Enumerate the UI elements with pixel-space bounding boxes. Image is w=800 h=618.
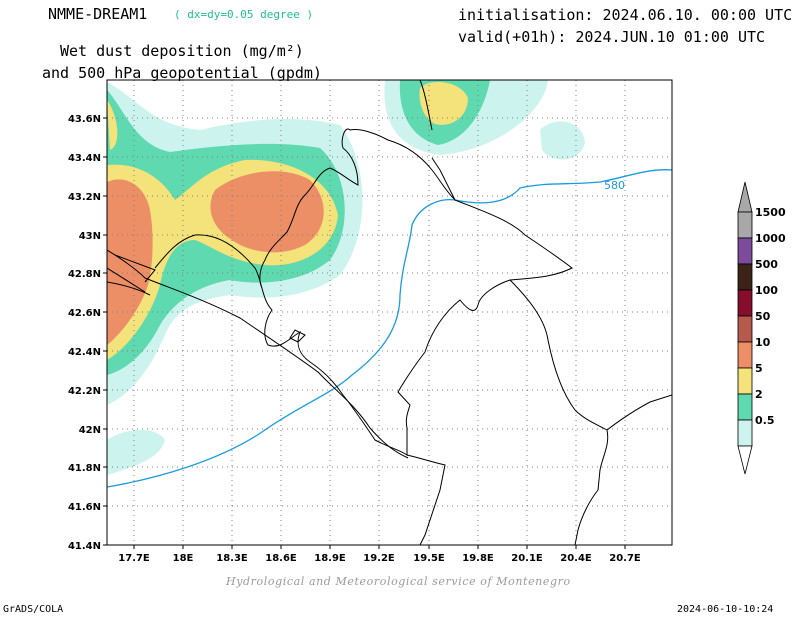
colorbar-bottom-arrow bbox=[737, 445, 753, 475]
geopotential-contour-580 bbox=[107, 169, 672, 488]
colorbar-swatch bbox=[737, 341, 753, 369]
model-resolution: ( dx=dy=0.05 degree ) bbox=[174, 8, 314, 21]
borders-and-coastline bbox=[107, 80, 672, 545]
legend-label: 1000 bbox=[755, 232, 786, 245]
deposition-shading bbox=[107, 80, 585, 475]
valid-time: valid(+01h): 2024.JUN.10 01:00 UTC bbox=[458, 28, 766, 46]
colorbar-top-arrow bbox=[737, 181, 753, 213]
lat-label: 42.8N bbox=[68, 269, 101, 280]
render-timestamp: 2024-06-10-10:24 bbox=[677, 604, 774, 615]
lat-label: 43.4N bbox=[68, 153, 101, 164]
initialisation-time: initialisation: 2024.06.10. 00:00 UTC bbox=[458, 6, 793, 24]
lon-label: 19.8E bbox=[462, 553, 494, 564]
lon-label: 19.5E bbox=[413, 553, 445, 564]
lat-label: 43.2N bbox=[68, 192, 101, 203]
lon-label: 20.1E bbox=[511, 553, 543, 564]
legend-label: 500 bbox=[755, 258, 778, 271]
colorbar-swatch bbox=[737, 419, 753, 447]
credit-line: Hydrological and Meteorological service … bbox=[226, 575, 571, 588]
legend-label: 0.5 bbox=[755, 414, 775, 427]
lat-label: 43.6N bbox=[68, 114, 101, 125]
colorbar-swatch bbox=[737, 211, 753, 239]
colorbar-swatch bbox=[737, 263, 753, 291]
lat-label: 42N bbox=[79, 425, 101, 436]
contour-label-580: 580 bbox=[604, 179, 625, 192]
lon-label: 18.9E bbox=[314, 553, 346, 564]
lon-label: 17.7E bbox=[118, 553, 150, 564]
legend-label: 10 bbox=[755, 336, 771, 349]
lat-label: 42.2N bbox=[68, 386, 101, 397]
latitude-labels: 43.6N 43.4N 43.2N 43N 42.8N 42.6N 42.4N … bbox=[68, 114, 101, 552]
lat-label: 41.6N bbox=[68, 502, 101, 513]
axis-ticks bbox=[103, 117, 626, 549]
map-title-line-1: Wet dust deposition (mg/m²) bbox=[60, 42, 304, 60]
longitude-labels: 17.7E 18E 18.3E 18.6E 18.9E 19.2E 19.5E … bbox=[118, 553, 641, 564]
colorbar-swatch bbox=[737, 367, 753, 395]
legend-label: 100 bbox=[755, 284, 778, 297]
colorbar-swatch bbox=[737, 237, 753, 265]
graticule bbox=[107, 80, 672, 545]
lon-label: 18E bbox=[173, 553, 194, 564]
lon-label: 20.7E bbox=[609, 553, 641, 564]
legend-label: 1500 bbox=[755, 206, 786, 219]
lat-label: 41.4N bbox=[68, 541, 101, 552]
lon-label: 20.4E bbox=[560, 553, 592, 564]
colorbar-swatch bbox=[737, 289, 753, 317]
lat-label: 43N bbox=[79, 231, 101, 242]
lon-label: 18.6E bbox=[265, 553, 297, 564]
lat-label: 42.4N bbox=[68, 347, 101, 358]
colorbar-legend: 1500 1000 500 100 50 10 5 2 0.5 bbox=[737, 181, 786, 475]
lat-label: 41.8N bbox=[68, 463, 101, 474]
lat-label: 42.6N bbox=[68, 308, 101, 319]
shading-level-10 bbox=[107, 171, 324, 345]
colorbar-swatch bbox=[737, 393, 753, 421]
lon-label: 19.2E bbox=[363, 553, 395, 564]
legend-label: 50 bbox=[755, 310, 771, 323]
model-name: NMME-DREAM1 bbox=[48, 5, 148, 23]
software-label: GrADS/COLA bbox=[3, 604, 64, 615]
legend-label: 2 bbox=[755, 388, 763, 401]
legend-label: 5 bbox=[755, 362, 763, 375]
colorbar-swatch bbox=[737, 315, 753, 343]
lon-label: 18.3E bbox=[216, 553, 248, 564]
map-title-line-2: and 500 hPa geopotential (gpdm) bbox=[42, 64, 322, 82]
